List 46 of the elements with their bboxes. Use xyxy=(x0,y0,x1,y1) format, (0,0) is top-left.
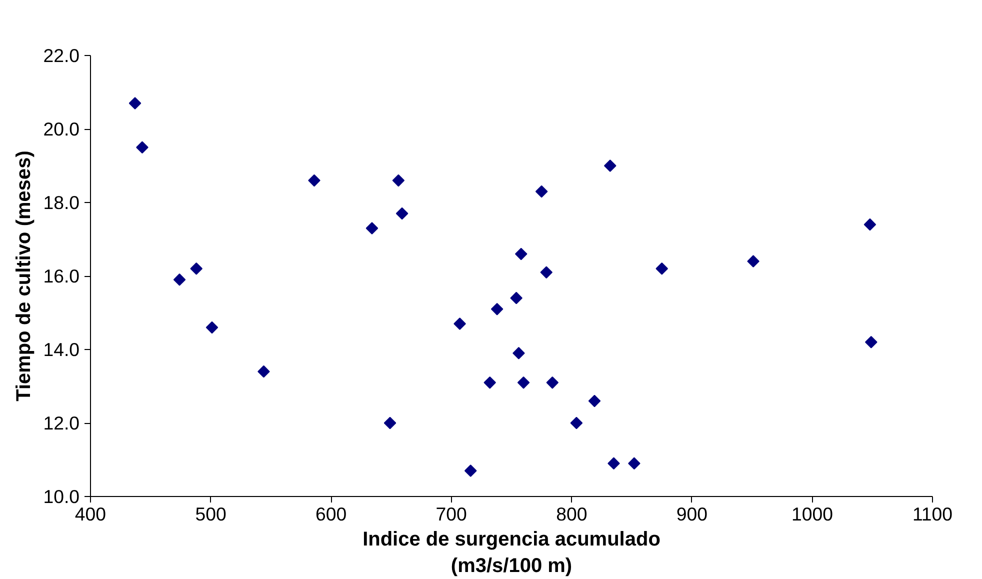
point xyxy=(747,255,760,268)
point xyxy=(190,262,203,275)
point xyxy=(588,394,601,408)
y-tick-label: 22.0 xyxy=(43,45,80,66)
point xyxy=(514,248,528,260)
y-tick-label: 14.0 xyxy=(43,339,80,360)
point xyxy=(656,262,668,275)
point xyxy=(570,416,583,430)
x-tick-label: 500 xyxy=(195,504,226,524)
point xyxy=(535,185,548,198)
x-axis-title: Indice de surgencia acumulado (m3/s/100 m) xyxy=(362,528,660,577)
point xyxy=(608,457,620,470)
x-tick-label: 600 xyxy=(316,504,347,524)
point xyxy=(308,174,320,187)
point xyxy=(546,376,559,389)
x-tick-label: 700 xyxy=(436,504,467,524)
y-axis-title: Tiempo de cultivo (meses) xyxy=(13,150,36,402)
y-tick-label: 20.0 xyxy=(43,118,80,140)
point xyxy=(604,160,616,172)
point xyxy=(366,222,378,234)
x-tick-label: 1000 xyxy=(791,504,833,524)
point xyxy=(206,321,218,334)
point xyxy=(258,365,270,378)
x-tick-label: 900 xyxy=(676,504,708,524)
y-tick-label: 18.0 xyxy=(43,192,80,213)
point xyxy=(173,274,186,286)
point xyxy=(384,416,396,430)
point xyxy=(864,218,876,231)
point xyxy=(864,336,878,348)
point xyxy=(628,457,640,470)
point xyxy=(510,292,522,304)
point xyxy=(517,376,530,389)
y-tick-label: 16.0 xyxy=(43,266,80,286)
point xyxy=(512,347,525,360)
point xyxy=(454,318,466,330)
point xyxy=(136,141,148,154)
point xyxy=(464,464,477,477)
point xyxy=(484,376,496,389)
point xyxy=(128,97,142,110)
y-tick-label: 12.0 xyxy=(43,412,80,434)
point xyxy=(490,302,504,316)
point xyxy=(392,174,405,187)
x-tick-label: 1100 xyxy=(912,504,953,524)
point xyxy=(540,266,553,278)
point xyxy=(396,207,408,220)
x-tick-label: 800 xyxy=(556,504,588,524)
